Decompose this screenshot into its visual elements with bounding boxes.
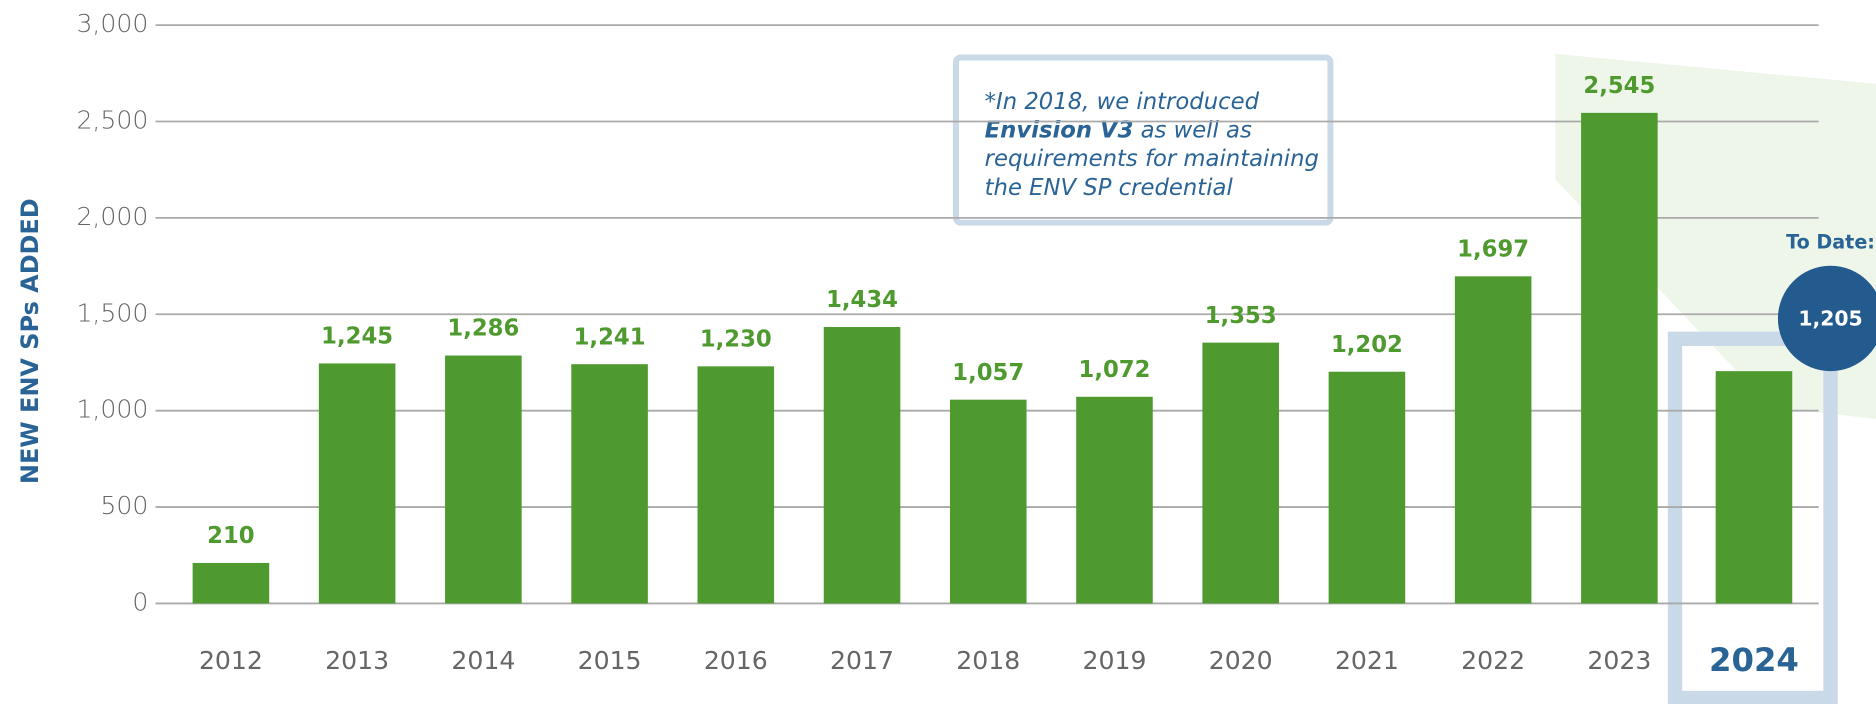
bar: [1454, 276, 1532, 604]
x-tick-label: 2013: [325, 646, 389, 675]
annotation-line: requirements for maintaining: [985, 146, 1319, 172]
x-tick-label: 2012: [199, 646, 263, 675]
value-label: 1,205: [1798, 307, 1862, 331]
y-tick-label: 1,500: [76, 298, 148, 327]
value-label: 1,286: [447, 316, 519, 342]
y-tick-label: 500: [100, 491, 148, 520]
value-label: 1,353: [1205, 303, 1277, 329]
x-tick-label: 2021: [1335, 646, 1399, 675]
x-tick-label: 2016: [704, 646, 768, 675]
y-tick-label: 2,000: [76, 202, 148, 231]
value-label: 1,245: [321, 324, 393, 350]
x-tick-label: 2017: [830, 646, 894, 675]
value-label: 1,202: [1331, 332, 1403, 358]
highlight-circle: [1777, 265, 1876, 372]
y-tick-label: 3,000: [76, 9, 148, 38]
value-label: 1,434: [826, 287, 898, 313]
bar: [949, 399, 1027, 604]
bar: [445, 355, 522, 604]
value-label: 1,057: [952, 360, 1024, 386]
bar: [571, 364, 648, 604]
y-axis-label: NEW ENV SPs ADDED: [16, 198, 44, 484]
bar: [697, 366, 775, 604]
value-label: 210: [207, 523, 254, 549]
bar: [1715, 371, 1793, 604]
annotation-box: [952, 54, 1334, 226]
x-tick-label: 2024: [1709, 641, 1799, 679]
x-tick-label: 2014: [451, 646, 515, 675]
value-label: 2,545: [1583, 73, 1655, 99]
bar: [1076, 396, 1153, 604]
x-tick-label: 2015: [578, 646, 642, 675]
y-tick-label: 0: [132, 587, 148, 616]
annotation-line: *In 2018, we introduced: [985, 88, 1260, 114]
highlight-label: To Date:: [1786, 231, 1875, 254]
x-tick-label: 2020: [1209, 646, 1273, 675]
bar: [1328, 371, 1406, 604]
y-tick-label: 1,000: [76, 395, 148, 424]
value-label: 1,241: [574, 324, 646, 350]
value-label: 1,072: [1079, 357, 1151, 383]
x-tick-label: 2019: [1083, 646, 1147, 675]
x-tick-label: 2018: [956, 646, 1020, 675]
bar: [318, 363, 396, 604]
y-tick-label: 2,500: [76, 106, 148, 135]
annotation-line: the ENV SP credential: [985, 174, 1234, 200]
highlight-frame: [1667, 331, 1838, 704]
x-tick-label: 2022: [1461, 646, 1525, 675]
bar: [1202, 342, 1279, 604]
bar: [823, 327, 901, 604]
bar: [1581, 112, 1658, 604]
value-label: 1,230: [700, 326, 772, 352]
bar: [192, 562, 270, 604]
value-label: 1,697: [1457, 236, 1529, 262]
x-tick-label: 2023: [1587, 646, 1651, 675]
